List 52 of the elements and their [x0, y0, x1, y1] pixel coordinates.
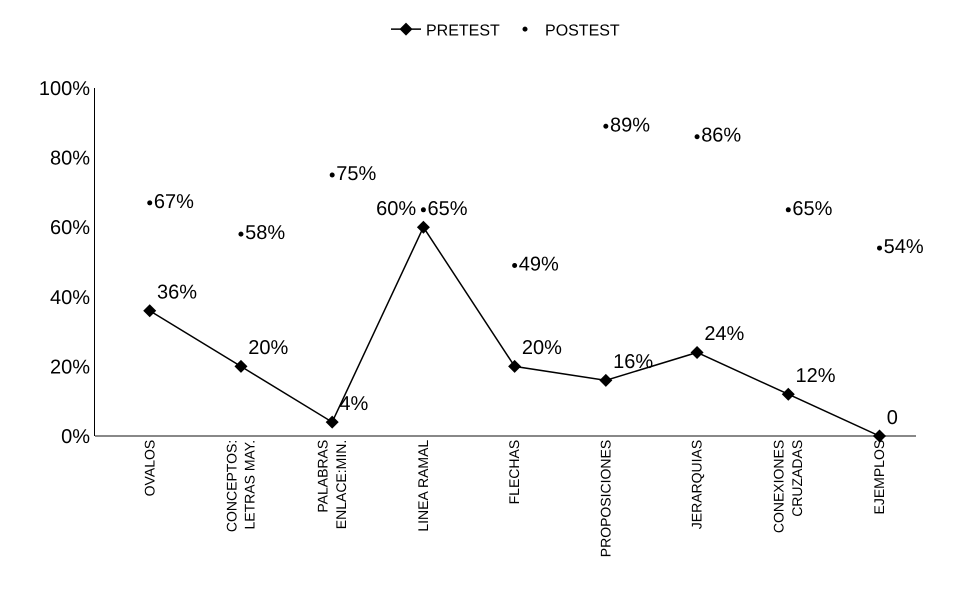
point: [508, 360, 522, 373]
point: [416, 220, 430, 234]
x-tick-label: LINEA RAMAL: [414, 440, 431, 532]
point: [234, 360, 248, 373]
x-tick-label: CONCEPTOS: LETRAS MAY.: [223, 440, 258, 532]
point: [326, 416, 339, 429]
point: [782, 388, 795, 401]
data-label: 89%: [610, 114, 650, 136]
point: [143, 304, 156, 318]
point: [330, 172, 335, 178]
x-tick-label: FLECHAS: [506, 440, 522, 504]
x-tick-label: JERARQUIAS: [688, 440, 705, 530]
point: [694, 134, 700, 140]
data-label: 49%: [518, 253, 559, 276]
data-label: 60%: [376, 198, 416, 220]
data-label: 12%: [796, 364, 836, 387]
point: [238, 232, 244, 237]
point: [147, 200, 152, 206]
y-tick-label: 40%: [50, 286, 90, 309]
data-label: 65%: [792, 198, 833, 220]
data-label: 67%: [154, 190, 194, 213]
data-label: 75%: [336, 163, 377, 185]
data-label: 86%: [701, 124, 742, 147]
data-label: 65%: [428, 198, 468, 220]
y-tick-label: 20%: [50, 356, 90, 378]
data-label: 20%: [522, 337, 562, 360]
y-tick-label: 80%: [50, 148, 90, 170]
point: [599, 374, 612, 387]
y-tick-label: 100%: [38, 78, 90, 100]
data-label: 24%: [704, 323, 745, 346]
x-tick-label: CONEXIONES CRUZADAS: [770, 440, 805, 534]
y-tick-label: 60%: [50, 217, 90, 240]
data-label: 36%: [156, 281, 198, 304]
point: [512, 262, 518, 268]
x-tick-label: EJEMPLOS: [871, 440, 888, 515]
data-label: 0: [886, 406, 898, 429]
data-label: 4%: [339, 392, 369, 415]
point: [420, 207, 426, 212]
x-tick-label: PROPOSICIONES: [597, 440, 614, 558]
x-tick-label: PALABRAS ENLACE:MIN.: [314, 440, 349, 530]
data-label: 16%: [613, 351, 654, 374]
data-label: 58%: [245, 222, 286, 244]
point: [690, 346, 704, 359]
point: [603, 124, 608, 129]
x-tick-label: OVALOS: [141, 440, 158, 496]
y-tick-label: 0%: [61, 426, 90, 448]
data-label: 20%: [248, 337, 288, 360]
legend-label: POSTEST: [545, 22, 620, 40]
point: [877, 246, 882, 251]
data-label: 54%: [884, 236, 924, 258]
legend-label: PRETEST: [426, 22, 500, 40]
point: [786, 207, 791, 212]
